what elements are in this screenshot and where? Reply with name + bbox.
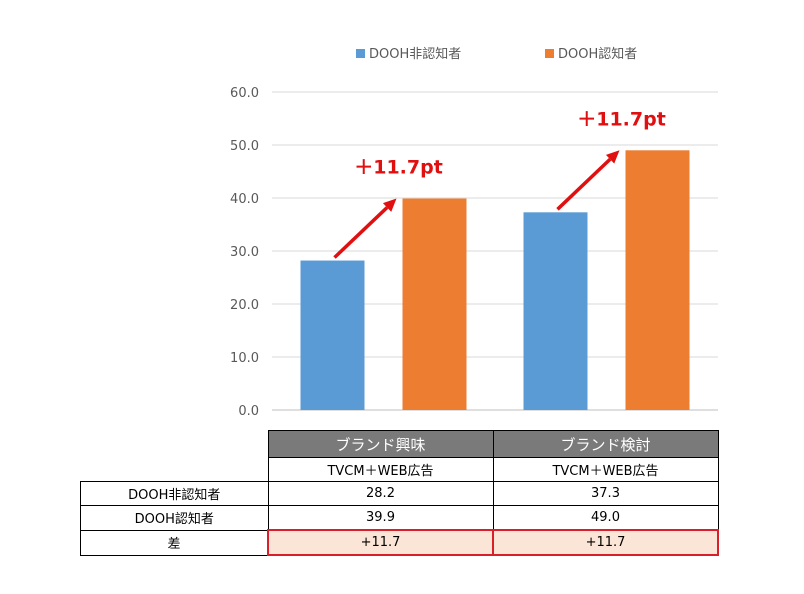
arrows [333, 150, 620, 259]
annotation-label: ＋11.7pt [354, 157, 443, 179]
y-tick-label: 50.0 [230, 139, 259, 154]
row-label: DOOH非認知者 [80, 481, 269, 506]
bars [300, 150, 690, 411]
y-tick-label: 40.0 [230, 192, 259, 207]
data-table: ブランド興味 ブランド検討 TVCM＋WEB広告 TVCM＋WEB広告 DOOH… [80, 430, 719, 556]
table-subheader-consideration: TVCM＋WEB広告 [492, 457, 719, 482]
table-header-interest: ブランド興味 [267, 430, 494, 458]
y-tick-label: 20.0 [230, 298, 259, 313]
y-tick-label: 30.0 [230, 245, 259, 260]
y-axis-ticks: 0.0 10.0 20.0 30.0 40.0 50.0 60.0 [230, 86, 259, 419]
table-cell: 39.9 [267, 505, 494, 531]
arrow-shaft [333, 206, 389, 259]
table-subheader-interest: TVCM＋WEB広告 [267, 457, 494, 482]
table-header-row: ブランド興味 ブランド検討 [81, 430, 719, 458]
bar [625, 150, 690, 411]
legend-label-aware: DOOH認知者 [558, 46, 637, 62]
bar [300, 260, 365, 410]
table-row-difference: 差 +11.7 +11.7 [80, 529, 719, 556]
bar [523, 212, 588, 410]
table-row: DOOH認知者 39.9 49.0 [80, 505, 719, 531]
y-tick-label: 60.0 [230, 86, 259, 101]
arrow-shaft [556, 157, 612, 211]
arrow-head [605, 150, 620, 164]
arrow-head [382, 198, 397, 212]
annotations: ＋11.7pt ＋11.7pt [354, 108, 666, 178]
y-tick-label: 10.0 [230, 351, 259, 366]
table-subheader-row: TVCM＋WEB広告 TVCM＋WEB広告 [81, 457, 719, 482]
legend-label-non-aware: DOOH非認知者 [369, 46, 461, 62]
y-tick-label: 0.0 [238, 404, 259, 419]
table-corner [81, 431, 269, 458]
row-label: DOOH認知者 [80, 505, 269, 531]
table-cell: 37.3 [492, 481, 719, 506]
annotation-label: ＋11.7pt [577, 108, 666, 130]
table-cell-highlight: +11.7 [492, 529, 719, 556]
table-header-consideration: ブランド検討 [492, 430, 719, 458]
row-label: 差 [80, 529, 269, 556]
table-corner-2 [81, 458, 269, 482]
table-cell-highlight: +11.7 [267, 529, 494, 556]
legend: DOOH非認知者 DOOH認知者 [356, 46, 637, 62]
bar [402, 198, 467, 410]
legend-swatch-aware [545, 49, 554, 58]
bar-chart: DOOH非認知者 DOOH認知者 0.0 10.0 20.0 30.0 40.0 50.0… [230, 46, 718, 419]
legend-swatch-non-aware [356, 49, 365, 58]
table-cell: 49.0 [492, 505, 719, 531]
table-cell: 28.2 [267, 481, 494, 506]
table-row: DOOH非認知者 28.2 37.3 [80, 481, 719, 506]
